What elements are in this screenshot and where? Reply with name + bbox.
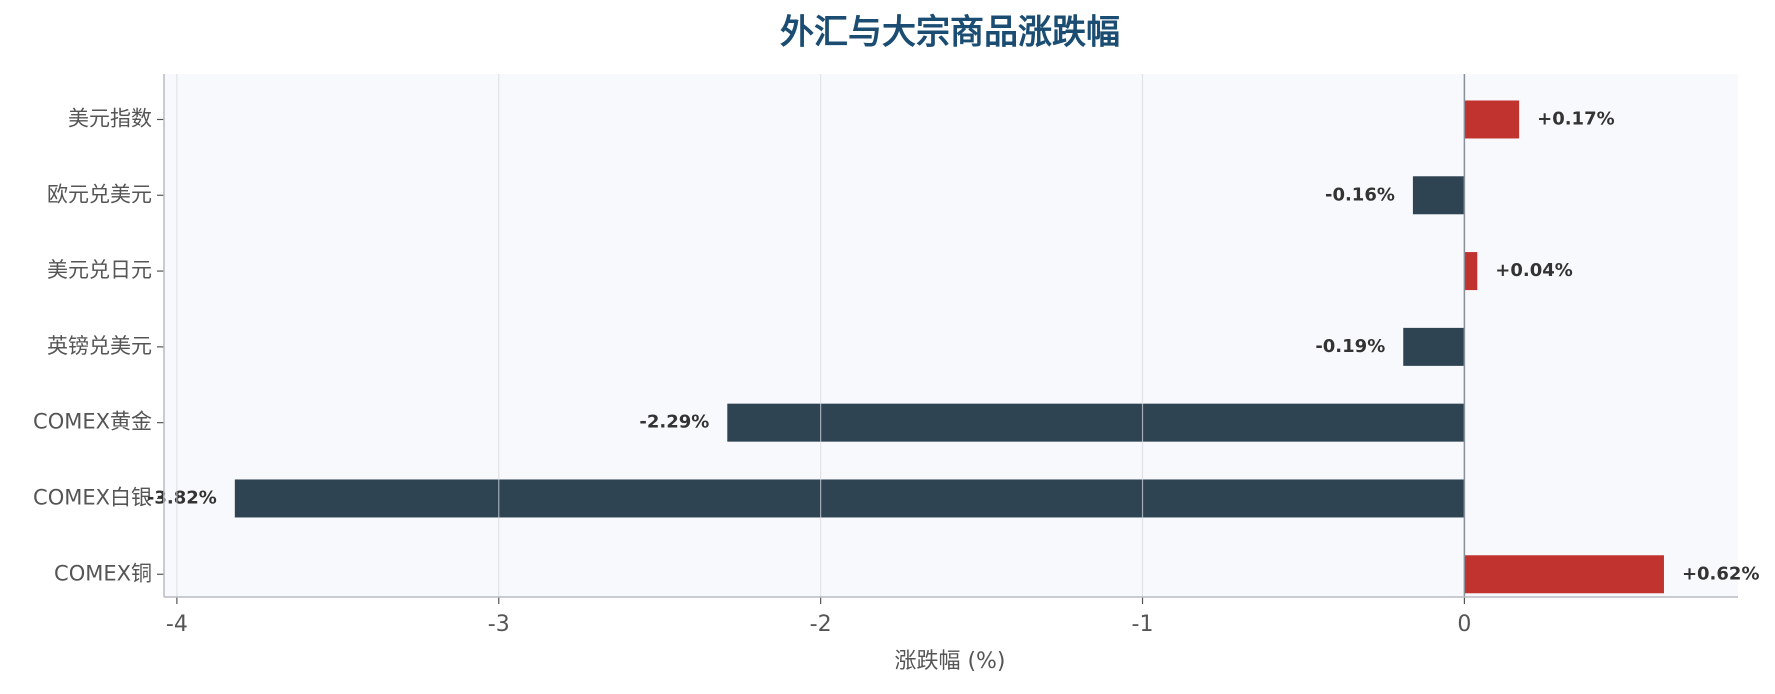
chart-title: 外汇与大宗商品涨跌幅 xyxy=(780,13,1120,53)
bar xyxy=(1412,176,1465,215)
y-tick-label: COMEX铜 xyxy=(54,561,152,585)
bar xyxy=(727,403,1465,442)
y-tick-label: COMEX黄金 xyxy=(33,410,152,434)
bar xyxy=(234,479,1465,518)
value-label: +0.17% xyxy=(1537,108,1615,129)
bar xyxy=(1464,555,1664,594)
y-tick-label: 美元兑日元 xyxy=(47,258,152,282)
value-label: +0.04% xyxy=(1495,260,1573,281)
y-tick-label: COMEX白银 xyxy=(33,485,152,509)
value-label: -2.29% xyxy=(639,412,709,433)
y-tick-label: 英镑兑美元 xyxy=(47,334,152,358)
value-label: -0.16% xyxy=(1325,184,1395,205)
x-tick-label: -1 xyxy=(1132,612,1154,637)
x-tick-label: -2 xyxy=(810,612,832,637)
x-tick-label: -4 xyxy=(166,612,188,637)
x-axis-label: 涨跌幅 (%) xyxy=(894,649,1005,674)
value-label: -3.82% xyxy=(147,487,217,508)
x-tick-label: -3 xyxy=(488,612,510,637)
x-tick-label: 0 xyxy=(1457,612,1471,637)
plot-background xyxy=(164,74,1738,597)
bar xyxy=(1403,327,1465,366)
value-label: -0.19% xyxy=(1315,336,1385,357)
bar xyxy=(1464,252,1478,291)
y-tick-label: 欧元兑美元 xyxy=(47,182,152,206)
bar xyxy=(1464,100,1520,139)
value-label: +0.62% xyxy=(1682,563,1760,584)
y-tick-label: 美元指数 xyxy=(68,106,152,130)
